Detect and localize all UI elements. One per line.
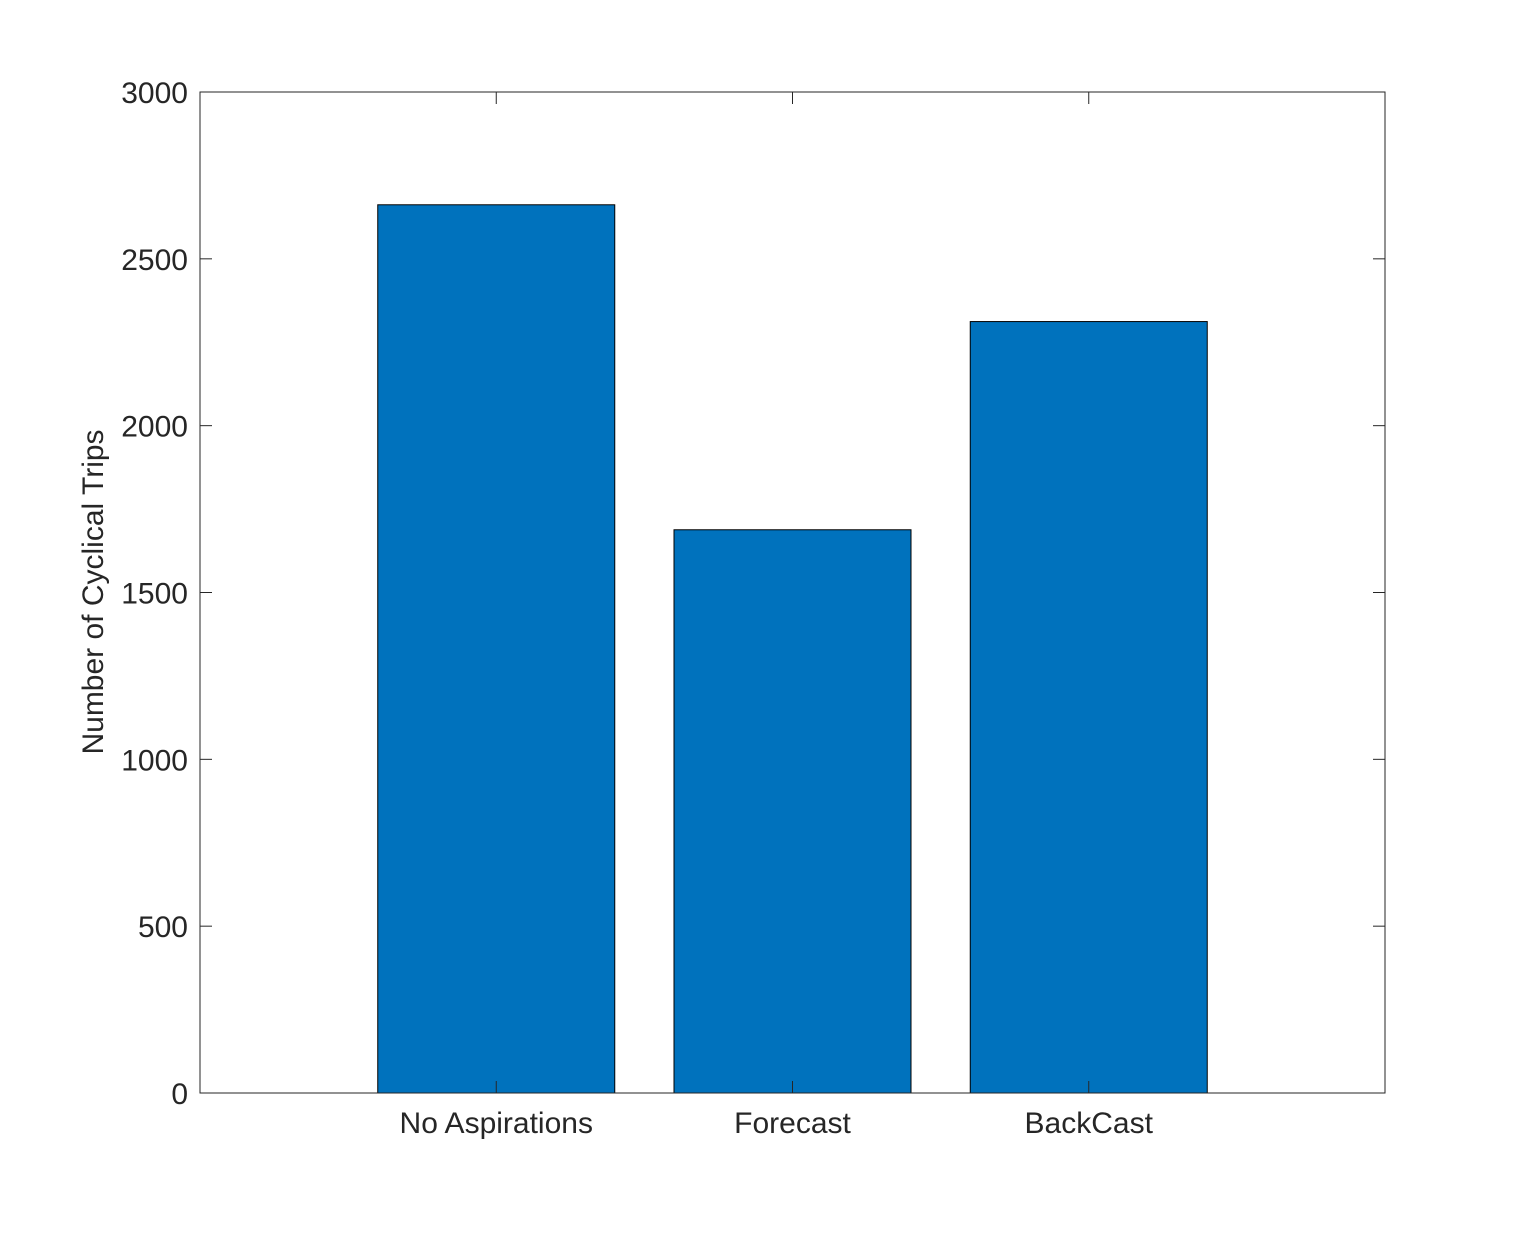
x-tick-label: No Aspirations [400, 1107, 593, 1140]
y-tick-label: 2000 [121, 411, 188, 444]
bar-no-aspirations [377, 204, 616, 1094]
bars [377, 204, 1208, 1094]
y-tick-label: 2500 [121, 244, 188, 277]
bar-forecast [673, 529, 912, 1094]
y-tick-label: 1000 [121, 744, 188, 777]
y-tick-label: 500 [138, 911, 188, 944]
x-tick-label: BackCast [1025, 1107, 1154, 1140]
axis-labels: No Aspirations Forecast BackCast 0 500 1000 15… [121, 77, 1153, 1140]
axes-box [199, 91, 1386, 1094]
y-tick-label: 0 [171, 1078, 188, 1111]
y-axis-label: Number of Cyclical Trips [77, 429, 110, 754]
y-tick-label: 3000 [121, 77, 188, 110]
y-tick-label: 1500 [121, 578, 188, 611]
x-tick-label: Forecast [734, 1107, 851, 1140]
bar-backcast [969, 321, 1208, 1094]
